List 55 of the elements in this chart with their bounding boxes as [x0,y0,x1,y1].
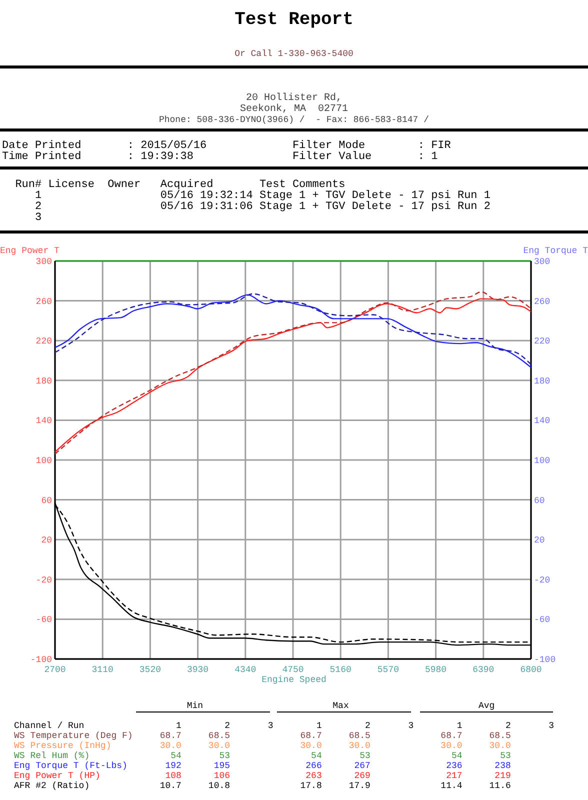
y-tick-label: 220 [36,336,52,347]
x-tick-label: 6390 [472,665,494,675]
y2-tick-label: 220 [534,336,550,347]
x-tick-label: 5980 [424,665,447,675]
y-tick-label: 20 [41,536,52,546]
text: Phone: 508-336-DYNO(3966) / - Fax: 866-583-8147 / [158,115,430,125]
y-axis-title: Eng Power T [0,246,60,256]
text: 2 05/16 19:31:06 Stage 1 + TGV Delete - 17 psi Run 2 [2,201,490,213]
chart-title: Test Report [234,10,354,30]
y2-tick-label: -60 [534,615,550,626]
chart-subtitle: Or Call 1-330-963-5400 [234,49,354,59]
x-tick-label: 3110 [92,665,114,675]
y2-tick-label: -100 [534,655,556,665]
x-tick-label: 2700 [44,665,66,675]
y-tick-label: 300 [36,257,52,267]
text: Channel / Run 1 2 3 1 2 3 1 2 3 [14,721,554,731]
y-tick-label: 260 [36,296,52,307]
y-tick-label: -100 [30,655,52,665]
y-tick-label: 60 [41,496,52,506]
x-axis-title: Engine Speed [262,675,326,685]
y2-tick-label: 300 [534,257,550,267]
text: WS Rel Hum (%) 54 53 54 53 54 53 [14,751,511,761]
x-tick-label: 4750 [282,665,304,675]
text: 3 [2,212,42,224]
y2-tick-label: 100 [534,456,550,466]
y2-tick-label: 60 [534,496,545,506]
text: Date Printed : 2015/05/16 Filter Mode : FIR [2,140,452,152]
text: WS Pressure (InHg) 30.0 30.0 30.0 30.0 30.0 30.0 [14,741,511,751]
x-tick-label: 4340 [234,665,256,675]
y-tick-label: 180 [36,376,52,386]
y2-tick-label: 140 [534,416,550,426]
text: 1 05/16 19:32:14 Stage 1 + TGV Delete - 17 psi Run 1 [2,190,491,202]
text: Eng Torque T (Ft-Lbs) 192 195 266 267 236 238 [14,761,511,771]
y-tick-label: 140 [36,416,52,426]
text: Run# License Owner Acquired Test Comments [2,179,346,191]
text: Time Printed : 19:39:38 Filter Value : 1 [2,151,438,163]
y2-axis-title: Eng Torque T [523,246,588,256]
y2-tick-label: 260 [534,296,550,307]
y-tick-label: 100 [36,456,52,466]
text: Min Max Avg [14,701,495,711]
text: WS Temperature (Deg F) 68.7 68.5 68.7 68.5 68.7 68.5 [14,731,511,741]
text: 20 Hollister Rd, [246,92,342,104]
y2-tick-label: 20 [534,536,545,546]
x-tick-label: 5160 [330,665,352,675]
text: Seekonk, MA 02771 [240,103,348,115]
y2-tick-label: -20 [534,575,550,586]
y-tick-label: -60 [36,615,52,626]
text: Eng Power T (HP) 108 106 263 269 217 219 [14,771,511,781]
x-tick-label: 3930 [186,665,209,675]
y2-tick-label: 180 [534,376,550,386]
x-tick-label: 6800 [520,665,542,675]
x-tick-label: 5570 [377,665,400,675]
text: AFR #2 (Ratio) 10.7 10.8 17.8 17.9 11.4 11.6 [14,781,511,791]
y-tick-label: -20 [36,575,52,586]
x-tick-label: 3520 [139,665,162,675]
